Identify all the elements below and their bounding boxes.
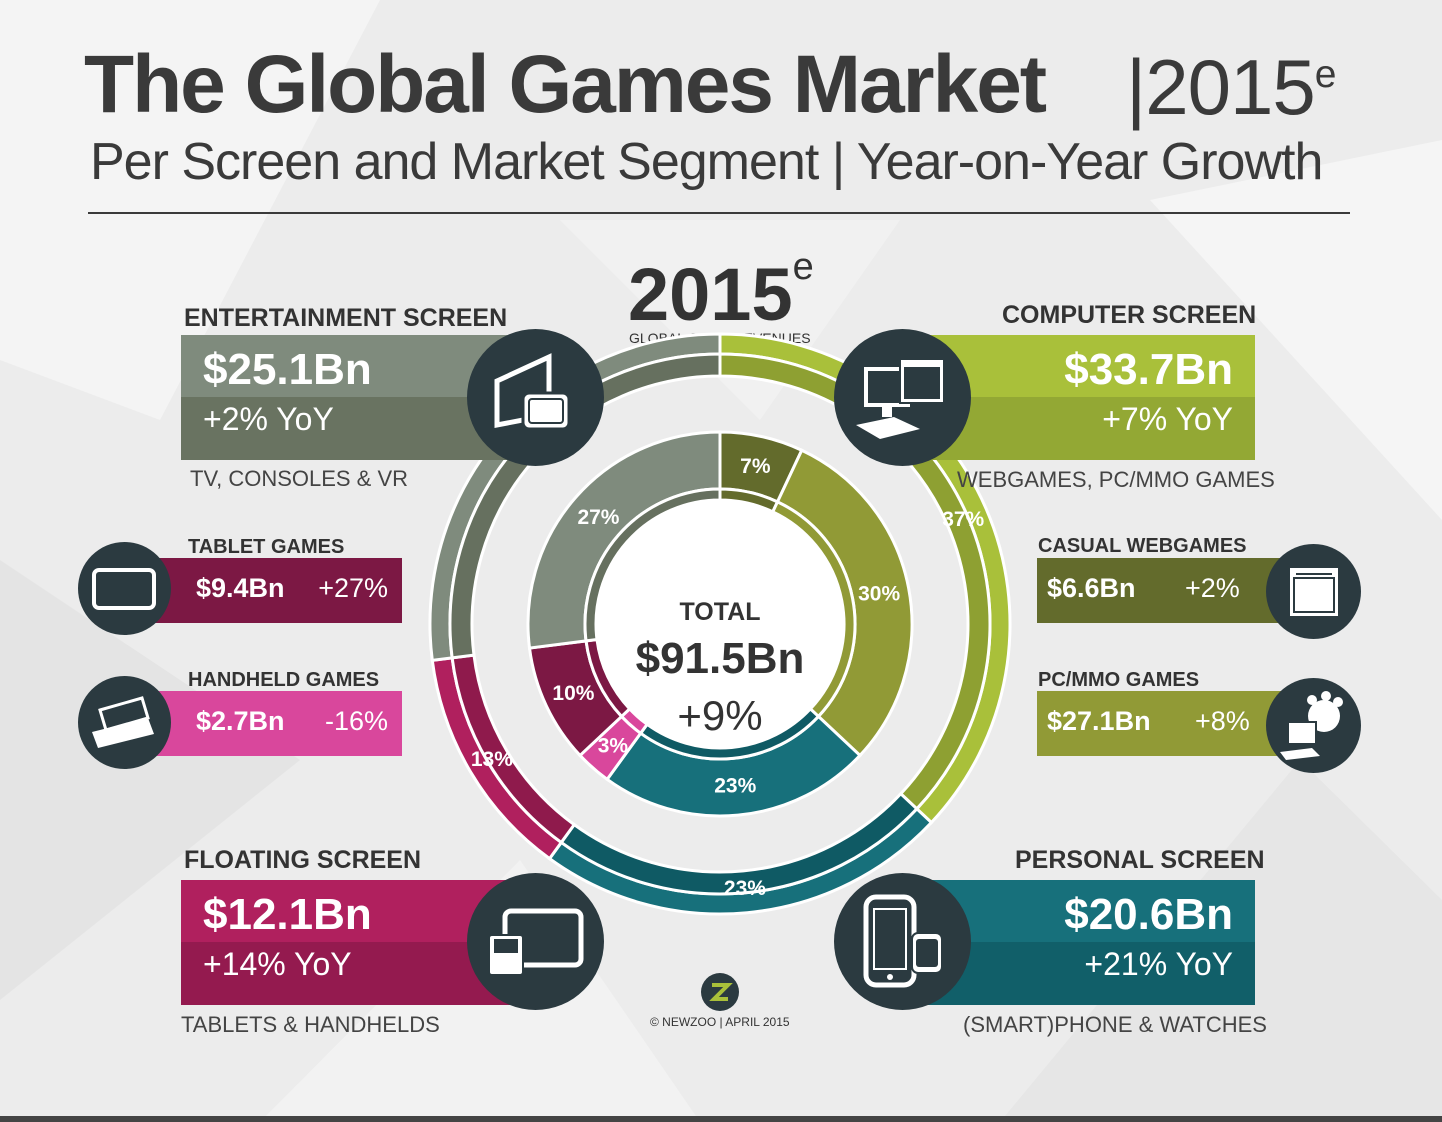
personal-amount: $20.6Bn (1064, 890, 1233, 939)
title-year: |2015e (1126, 43, 1336, 131)
entertainment-yoy: +2% YoY (203, 401, 334, 437)
pcmmo-games-growth: +8% (1195, 706, 1250, 736)
desktop-computer-icon (834, 329, 971, 466)
casual-webgames-box: $6.6Bn +2% (1037, 558, 1322, 623)
tv-vr-icon (467, 329, 604, 466)
donut-center (596, 500, 844, 748)
bottom-bar (0, 1116, 1442, 1122)
total-value: $91.5Bn (635, 634, 805, 683)
newzoo-logo (701, 973, 739, 1011)
pcmmo-games-value: $27.1Bn (1047, 706, 1151, 736)
computer-subtitle: WEBGAMES, PC/MMO GAMES (957, 467, 1275, 492)
inner-label-2: 23% (714, 774, 756, 797)
personal-subtitle: (SMART)PHONE & WATCHES (963, 1012, 1267, 1037)
computer-amount: $33.7Bn (1064, 345, 1233, 394)
personal-yoy: +21% YoY (1084, 946, 1233, 982)
tablet-games-growth: +27% (318, 573, 388, 603)
tablet-handheld-icon (467, 873, 604, 1010)
inner-label-1: 30% (858, 583, 900, 606)
entertainment-subtitle: TV, CONSOLES & VR (190, 466, 409, 491)
tablet-games-value: $9.4Bn (196, 573, 285, 603)
casual-webgames-growth: +2% (1185, 573, 1240, 603)
subtitle: Per Screen and Market Segment | Year-on-… (90, 133, 1323, 191)
handheld-games-value: $2.7Bn (196, 706, 285, 736)
inner-label-3: 3% (598, 735, 629, 758)
pcmmo-games-heading: PC/MMO GAMES (1038, 669, 1200, 691)
inner-label-4: 10% (552, 682, 594, 705)
handheld-console-icon (78, 676, 171, 769)
center-year: 2015e (628, 246, 814, 336)
entertainment-screen-heading: ENTERTAINMENT SCREEN (184, 304, 508, 332)
floating-subtitle: TABLETS & HANDHELDS (181, 1012, 440, 1037)
browser-game-icon (1266, 544, 1361, 639)
computer-yoy: +7% YoY (1102, 401, 1233, 437)
title-divider (88, 212, 1350, 214)
total-growth: +9% (677, 692, 763, 739)
handheld-games-growth: -16% (324, 706, 388, 736)
personal-screen-heading: PERSONAL SCREEN (1015, 846, 1265, 874)
floating-yoy: +14% YoY (203, 946, 352, 982)
tablet-icon (78, 542, 171, 635)
phone-watch-icon (834, 873, 971, 1010)
total-label: TOTAL (679, 598, 761, 626)
inner-label-5: 27% (577, 506, 619, 529)
outer-label-2: 13% (471, 748, 513, 771)
outer-label-1: 23% (724, 877, 766, 900)
casual-webgames-value: $6.6Bn (1047, 573, 1136, 603)
main-title: The Global Games Market (84, 39, 1047, 130)
inner-label-0: 7% (740, 455, 771, 478)
floating-screen-heading: FLOATING SCREEN (184, 846, 422, 874)
casual-webgames-heading: CASUAL WEBGAMES (1038, 535, 1247, 557)
entertainment-amount: $25.1Bn (203, 345, 372, 394)
handheld-games-heading: HANDHELD GAMES (188, 669, 380, 691)
footer-credit: © NEWZOO | APRIL 2015 (650, 1015, 790, 1029)
tablet-games-heading: TABLET GAMES (188, 536, 345, 558)
computer-screen-heading: COMPUTER SCREEN (1002, 301, 1257, 329)
pc-mmo-icon (1266, 678, 1361, 773)
floating-amount: $12.1Bn (203, 890, 372, 939)
outer-label-0: 37% (942, 508, 984, 531)
